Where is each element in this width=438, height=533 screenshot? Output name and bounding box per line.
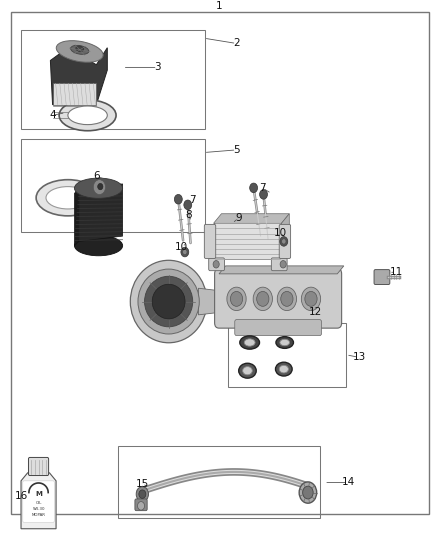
Circle shape bbox=[250, 183, 258, 192]
Circle shape bbox=[280, 261, 286, 268]
Ellipse shape bbox=[59, 100, 116, 131]
Circle shape bbox=[299, 482, 317, 503]
FancyBboxPatch shape bbox=[271, 258, 287, 271]
Bar bbox=[118, 446, 320, 518]
Ellipse shape bbox=[279, 365, 288, 373]
Text: OIL: OIL bbox=[35, 501, 42, 505]
Text: 10: 10 bbox=[175, 242, 188, 252]
FancyBboxPatch shape bbox=[208, 258, 224, 271]
Polygon shape bbox=[53, 83, 96, 104]
Circle shape bbox=[93, 180, 106, 195]
Circle shape bbox=[183, 249, 187, 255]
Circle shape bbox=[303, 486, 313, 499]
Polygon shape bbox=[79, 184, 123, 241]
Text: 13: 13 bbox=[353, 352, 366, 362]
Ellipse shape bbox=[280, 340, 290, 346]
Polygon shape bbox=[213, 250, 289, 260]
FancyBboxPatch shape bbox=[235, 320, 321, 336]
Text: 7: 7 bbox=[189, 196, 196, 205]
Circle shape bbox=[253, 287, 272, 311]
Text: 16: 16 bbox=[14, 491, 28, 500]
Text: 15: 15 bbox=[136, 479, 149, 489]
Text: 9: 9 bbox=[235, 213, 242, 223]
Polygon shape bbox=[74, 187, 79, 246]
Text: 1: 1 bbox=[215, 1, 223, 11]
Circle shape bbox=[136, 487, 148, 502]
Ellipse shape bbox=[76, 46, 84, 52]
Ellipse shape bbox=[244, 339, 255, 346]
Ellipse shape bbox=[46, 187, 90, 209]
Circle shape bbox=[280, 237, 288, 246]
Circle shape bbox=[138, 502, 145, 510]
FancyBboxPatch shape bbox=[28, 457, 49, 475]
Polygon shape bbox=[281, 214, 289, 260]
FancyBboxPatch shape bbox=[135, 499, 147, 511]
Polygon shape bbox=[213, 214, 289, 223]
Circle shape bbox=[139, 490, 146, 498]
Bar bbox=[21, 139, 205, 232]
Text: 6: 6 bbox=[93, 172, 100, 182]
Ellipse shape bbox=[276, 337, 293, 349]
Text: 4: 4 bbox=[49, 110, 56, 120]
Ellipse shape bbox=[68, 106, 107, 125]
Polygon shape bbox=[219, 266, 344, 274]
Ellipse shape bbox=[138, 269, 199, 334]
Ellipse shape bbox=[145, 276, 193, 327]
Circle shape bbox=[230, 292, 243, 306]
Circle shape bbox=[282, 239, 286, 244]
Text: 7: 7 bbox=[259, 183, 266, 193]
Ellipse shape bbox=[240, 336, 259, 349]
Circle shape bbox=[98, 183, 103, 190]
Ellipse shape bbox=[74, 236, 123, 256]
Text: 14: 14 bbox=[342, 478, 355, 488]
Circle shape bbox=[174, 195, 182, 204]
Ellipse shape bbox=[56, 41, 103, 62]
Circle shape bbox=[227, 287, 246, 311]
Bar bbox=[228, 323, 346, 386]
Polygon shape bbox=[50, 48, 107, 104]
FancyBboxPatch shape bbox=[374, 270, 390, 285]
Circle shape bbox=[281, 292, 293, 306]
Text: 10: 10 bbox=[274, 228, 287, 238]
Text: 11: 11 bbox=[390, 267, 403, 277]
Bar bbox=[213, 223, 281, 260]
FancyBboxPatch shape bbox=[215, 269, 342, 328]
Polygon shape bbox=[198, 288, 221, 315]
Text: 3: 3 bbox=[154, 62, 161, 72]
Ellipse shape bbox=[74, 178, 123, 198]
FancyBboxPatch shape bbox=[23, 481, 54, 522]
Ellipse shape bbox=[239, 364, 256, 378]
Circle shape bbox=[213, 261, 219, 268]
Circle shape bbox=[181, 247, 189, 257]
Ellipse shape bbox=[36, 180, 99, 216]
Polygon shape bbox=[21, 473, 56, 529]
Circle shape bbox=[184, 200, 192, 209]
FancyBboxPatch shape bbox=[204, 224, 215, 259]
Text: 2: 2 bbox=[233, 38, 240, 49]
Ellipse shape bbox=[131, 260, 207, 343]
Ellipse shape bbox=[71, 45, 89, 54]
Text: MOPAR: MOPAR bbox=[32, 513, 46, 518]
Circle shape bbox=[305, 292, 317, 306]
Ellipse shape bbox=[243, 367, 252, 375]
Text: 5: 5 bbox=[233, 145, 240, 155]
Text: M: M bbox=[35, 491, 42, 497]
Circle shape bbox=[277, 287, 297, 311]
Ellipse shape bbox=[152, 284, 185, 319]
Text: 12: 12 bbox=[309, 307, 322, 317]
FancyBboxPatch shape bbox=[279, 224, 291, 259]
Ellipse shape bbox=[276, 362, 292, 376]
Bar bbox=[21, 30, 205, 128]
Circle shape bbox=[301, 287, 321, 311]
Circle shape bbox=[260, 190, 268, 199]
Text: 8: 8 bbox=[185, 210, 192, 220]
Text: 5W-30: 5W-30 bbox=[32, 507, 45, 511]
Circle shape bbox=[257, 292, 269, 306]
